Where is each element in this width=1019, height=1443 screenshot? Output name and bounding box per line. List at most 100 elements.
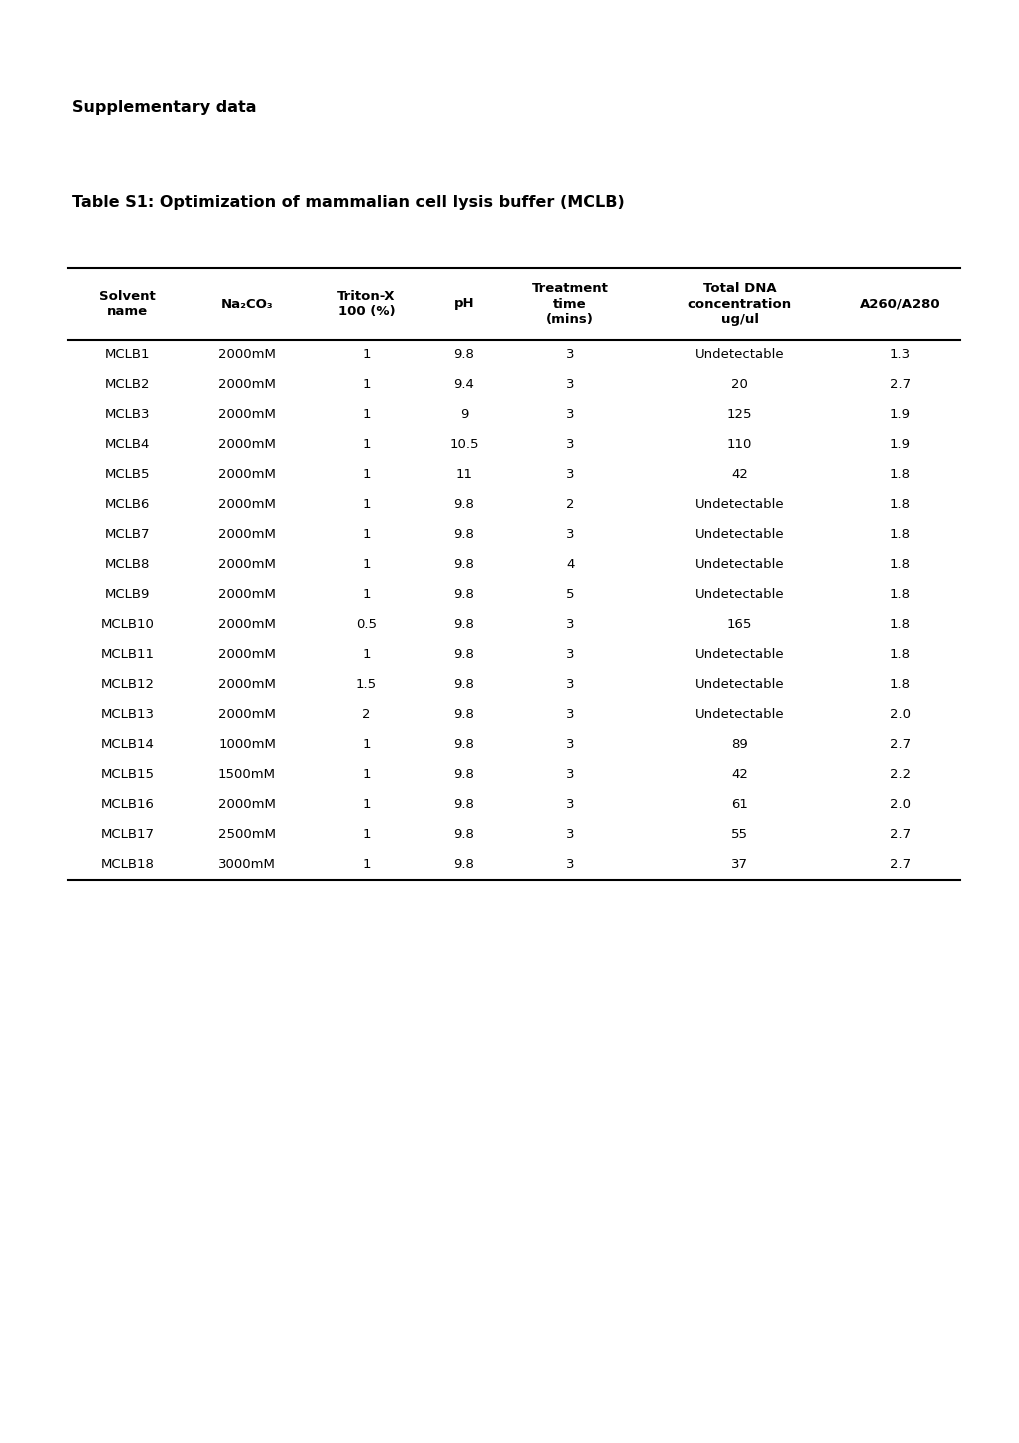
Text: 1: 1 (362, 498, 370, 511)
Text: 1: 1 (362, 798, 370, 811)
Text: MCLB9: MCLB9 (105, 589, 150, 602)
Text: 2000mM: 2000mM (218, 469, 276, 482)
Text: MCLB1: MCLB1 (105, 349, 150, 362)
Text: 3: 3 (566, 828, 574, 841)
Text: 2.0: 2.0 (889, 709, 910, 722)
Text: 3: 3 (566, 469, 574, 482)
Text: 3: 3 (566, 648, 574, 661)
Text: MCLB15: MCLB15 (101, 769, 155, 782)
Text: A260/A280: A260/A280 (859, 297, 940, 310)
Text: 2: 2 (362, 709, 370, 722)
Text: MCLB3: MCLB3 (105, 408, 150, 421)
Text: 2.7: 2.7 (889, 739, 910, 752)
Text: Triton-X
100 (%): Triton-X 100 (%) (336, 290, 395, 317)
Text: 3: 3 (566, 709, 574, 722)
Text: 2.7: 2.7 (889, 828, 910, 841)
Text: Undetectable: Undetectable (694, 498, 784, 511)
Text: Undetectable: Undetectable (694, 349, 784, 362)
Text: 3000mM: 3000mM (218, 859, 276, 872)
Text: Supplementary data: Supplementary data (72, 100, 256, 115)
Text: 9.8: 9.8 (453, 828, 474, 841)
Text: 2000mM: 2000mM (218, 798, 276, 811)
Text: 9.8: 9.8 (453, 558, 474, 571)
Text: 2000mM: 2000mM (218, 709, 276, 722)
Text: 61: 61 (731, 798, 747, 811)
Text: 2000mM: 2000mM (218, 648, 276, 661)
Text: 1.3: 1.3 (889, 349, 910, 362)
Text: 9: 9 (460, 408, 468, 421)
Text: 165: 165 (727, 619, 751, 632)
Text: MCLB12: MCLB12 (101, 678, 155, 691)
Text: 2.2: 2.2 (889, 769, 910, 782)
Text: 2000mM: 2000mM (218, 678, 276, 691)
Text: 3: 3 (566, 349, 574, 362)
Text: MCLB14: MCLB14 (101, 739, 155, 752)
Text: 3: 3 (566, 798, 574, 811)
Text: 4: 4 (566, 558, 574, 571)
Text: 2.7: 2.7 (889, 859, 910, 872)
Text: MCLB13: MCLB13 (101, 709, 155, 722)
Text: MCLB6: MCLB6 (105, 498, 150, 511)
Text: 1.8: 1.8 (889, 589, 910, 602)
Text: 1: 1 (362, 528, 370, 541)
Text: MCLB4: MCLB4 (105, 439, 150, 452)
Text: Table S1: Optimization of mammalian cell lysis buffer (MCLB): Table S1: Optimization of mammalian cell… (72, 195, 625, 211)
Text: 1: 1 (362, 378, 370, 391)
Text: 1500mM: 1500mM (218, 769, 276, 782)
Text: 1: 1 (362, 439, 370, 452)
Text: 1.5: 1.5 (356, 678, 377, 691)
Text: 1: 1 (362, 739, 370, 752)
Text: 1: 1 (362, 589, 370, 602)
Text: 9.8: 9.8 (453, 798, 474, 811)
Text: 1000mM: 1000mM (218, 739, 276, 752)
Text: 2000mM: 2000mM (218, 408, 276, 421)
Text: 3: 3 (566, 678, 574, 691)
Text: 11: 11 (455, 469, 472, 482)
Text: 10.5: 10.5 (448, 439, 478, 452)
Text: 3: 3 (566, 769, 574, 782)
Text: MCLB10: MCLB10 (101, 619, 155, 632)
Text: 110: 110 (727, 439, 751, 452)
Text: Undetectable: Undetectable (694, 709, 784, 722)
Text: 3: 3 (566, 859, 574, 872)
Text: 1: 1 (362, 859, 370, 872)
Text: 9.8: 9.8 (453, 648, 474, 661)
Text: Total DNA
concentration
ug/ul: Total DNA concentration ug/ul (687, 283, 791, 326)
Text: 20: 20 (731, 378, 747, 391)
Text: 9.8: 9.8 (453, 528, 474, 541)
Text: 1.8: 1.8 (889, 498, 910, 511)
Text: 37: 37 (731, 859, 747, 872)
Text: MCLB17: MCLB17 (101, 828, 155, 841)
Text: 3: 3 (566, 619, 574, 632)
Text: 9.8: 9.8 (453, 859, 474, 872)
Text: 2500mM: 2500mM (218, 828, 276, 841)
Text: Treatment
time
(mins): Treatment time (mins) (531, 283, 608, 326)
Text: MCLB8: MCLB8 (105, 558, 150, 571)
Text: 1.8: 1.8 (889, 678, 910, 691)
Text: 3: 3 (566, 439, 574, 452)
Text: 1.9: 1.9 (889, 439, 910, 452)
Text: Undetectable: Undetectable (694, 589, 784, 602)
Text: 1: 1 (362, 349, 370, 362)
Text: 2000mM: 2000mM (218, 528, 276, 541)
Text: Undetectable: Undetectable (694, 678, 784, 691)
Text: 5: 5 (566, 589, 574, 602)
Text: 2000mM: 2000mM (218, 349, 276, 362)
Text: 1: 1 (362, 558, 370, 571)
Text: MCLB2: MCLB2 (105, 378, 150, 391)
Text: 1.8: 1.8 (889, 619, 910, 632)
Text: pH: pH (453, 297, 474, 310)
Text: 9.8: 9.8 (453, 619, 474, 632)
Text: 2000mM: 2000mM (218, 589, 276, 602)
Text: MCLB18: MCLB18 (101, 859, 155, 872)
Text: Undetectable: Undetectable (694, 648, 784, 661)
Text: 0.5: 0.5 (356, 619, 376, 632)
Text: 3: 3 (566, 528, 574, 541)
Text: 125: 125 (727, 408, 752, 421)
Text: 2: 2 (566, 498, 574, 511)
Text: 2.7: 2.7 (889, 378, 910, 391)
Text: 2.0: 2.0 (889, 798, 910, 811)
Text: 1.8: 1.8 (889, 469, 910, 482)
Text: 42: 42 (731, 769, 747, 782)
Text: 1: 1 (362, 469, 370, 482)
